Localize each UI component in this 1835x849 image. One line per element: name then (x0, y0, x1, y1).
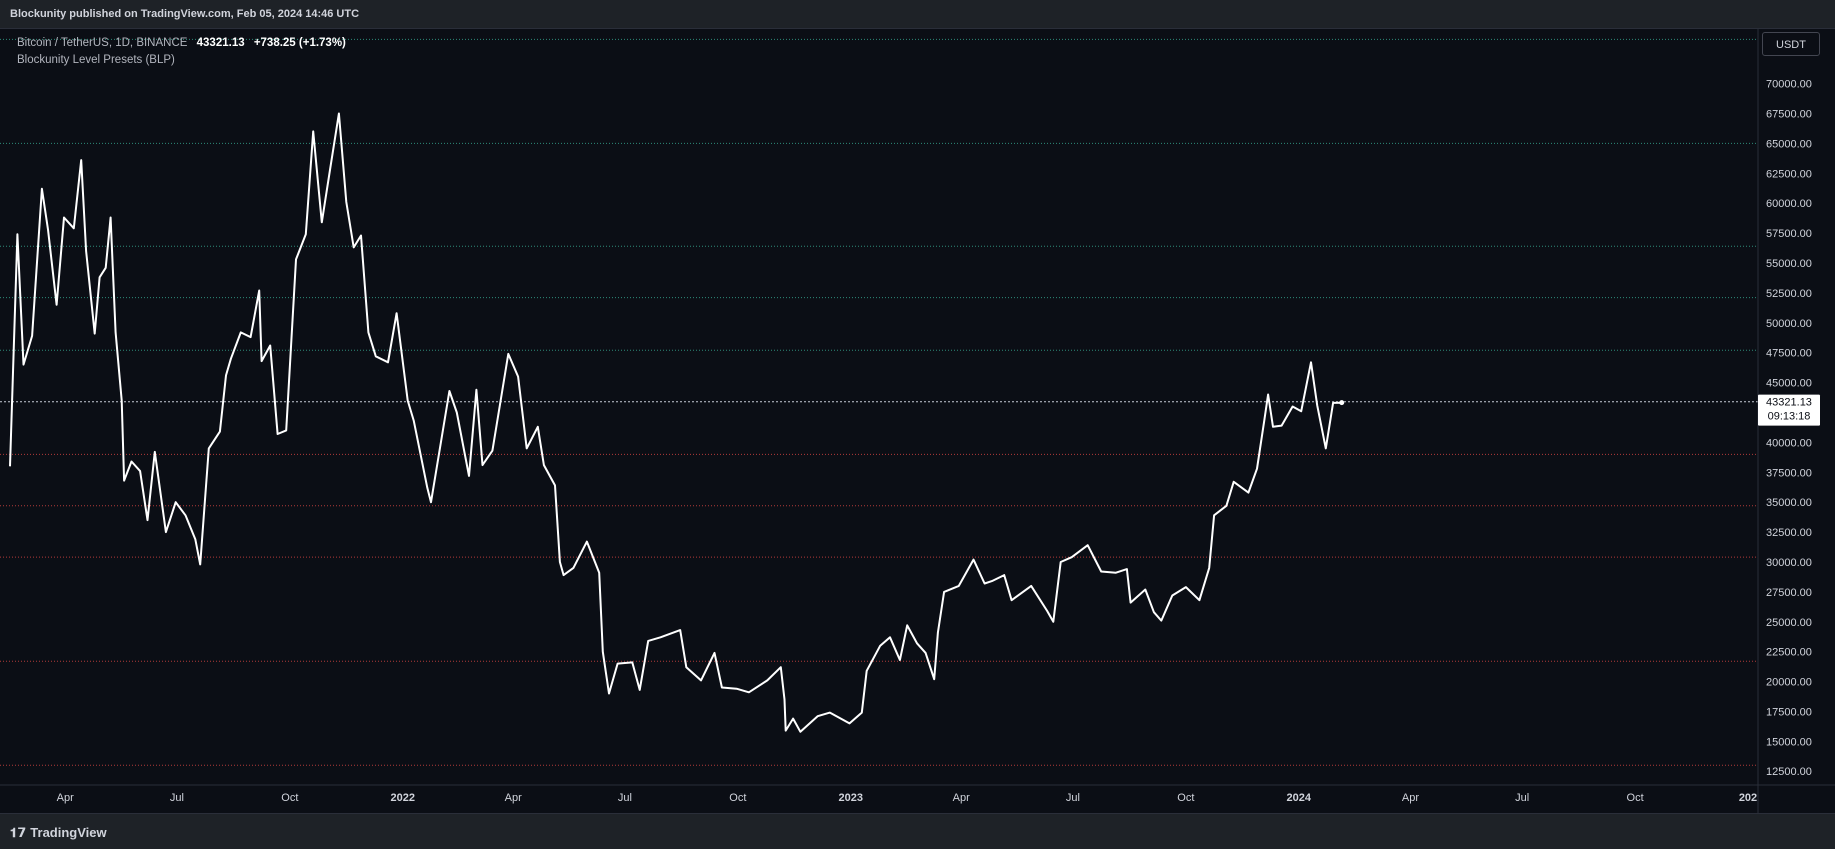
time-tick-label: Jul (1515, 792, 1529, 804)
price-tick-label: 50000.00 (1766, 318, 1812, 330)
price-tick-label: 25000.00 (1766, 617, 1812, 629)
tradingview-logo-icon: 𝟏𝟳 (10, 825, 27, 840)
price-tick-label: 45000.00 (1766, 378, 1812, 390)
time-tick-label: Jul (170, 792, 184, 804)
time-tick-label: Oct (1177, 792, 1194, 804)
time-tick-label: Oct (729, 792, 746, 804)
price-tick-label: 57500.00 (1766, 228, 1812, 240)
price-tick-label: 12500.00 (1766, 766, 1812, 778)
time-axis: Apr Jul Oct 2022 Apr Jul Oct 2023 Apr Jul Oct 2024 A… (0, 784, 1835, 804)
time-tick-label: Apr (57, 792, 74, 804)
symbol-title[interactable]: Bitcoin / TetherUS, 1D, BINANCE (17, 37, 188, 49)
price-tick-label: 15000.00 (1766, 736, 1812, 748)
price-tick-label: 40000.00 (1766, 437, 1812, 449)
price-tag: 43321.13 09:13:18 (1758, 394, 1820, 426)
time-tick-label: Jul (618, 792, 632, 804)
time-tick-label: 202 (1739, 792, 1757, 804)
brand-label: TradingView (30, 825, 107, 840)
time-tick-label: 2022 (391, 792, 415, 804)
price-series-line (9, 112, 1342, 733)
last-price-dot (1339, 400, 1345, 406)
price-tick-label: 67500.00 (1766, 109, 1812, 121)
price-tick-label: 20000.00 (1766, 677, 1812, 689)
time-tick-label: Apr (505, 792, 522, 804)
price-tick-label: 22500.00 (1766, 647, 1812, 659)
currency-button[interactable]: USDT (1762, 32, 1820, 56)
price-chart[interactable]: 12500.00 15000.00 17500.00 20000.00 22500.00… (0, 28, 1835, 814)
time-tick-label: Jul (1066, 792, 1080, 804)
legend-change: +738.25 (+1.73%) (253, 37, 346, 49)
tradingview-brand[interactable]: 𝟏𝟳 TradingView (10, 825, 107, 841)
footer-bar: 𝟏𝟳 TradingView (0, 815, 1835, 849)
price-tick-label: 35000.00 (1766, 497, 1812, 509)
price-tick-label: 70000.00 (1766, 79, 1812, 91)
indicator-title[interactable]: Blockunity Level Presets (BLP) (17, 54, 175, 66)
price-tick-label: 55000.00 (1766, 258, 1812, 270)
chart-legend: Bitcoin / TetherUS, 1D, BINANCE 43321.13… (17, 35, 346, 69)
price-tick-label: 52500.00 (1766, 288, 1812, 300)
price-tag-countdown: 09:13:18 (1768, 411, 1811, 423)
published-caption: Blockunity published on TradingView.com,… (10, 8, 360, 20)
price-tag-value: 43321.13 (1766, 397, 1812, 409)
publisher-bar: Blockunity published on TradingView.com,… (0, 0, 1835, 28)
chart-area[interactable] (0, 28, 1835, 814)
price-tick-label: 65000.00 (1766, 138, 1812, 150)
price-tick-label: 27500.00 (1766, 587, 1812, 599)
legend-price: 43321.13 (196, 37, 245, 49)
price-tick-label: 30000.00 (1766, 557, 1812, 569)
level-lines (0, 38, 1758, 766)
price-tick-label: 47500.00 (1766, 348, 1812, 360)
price-tick-label: 60000.00 (1766, 198, 1812, 210)
price-tick-label: 37500.00 (1766, 467, 1812, 479)
price-axis: 12500.00 15000.00 17500.00 20000.00 22500.00… (1757, 28, 1812, 814)
time-tick-label: Apr (1402, 792, 1419, 804)
price-tick-label: 17500.00 (1766, 706, 1812, 718)
price-tick-label: 32500.00 (1766, 527, 1812, 539)
time-tick-label: 2023 (839, 792, 863, 804)
time-tick-label: Oct (281, 792, 298, 804)
time-tick-label: 2024 (1287, 792, 1312, 804)
time-tick-label: Oct (1627, 792, 1644, 804)
time-tick-label: Apr (953, 792, 970, 804)
price-tick-label: 62500.00 (1766, 168, 1812, 180)
